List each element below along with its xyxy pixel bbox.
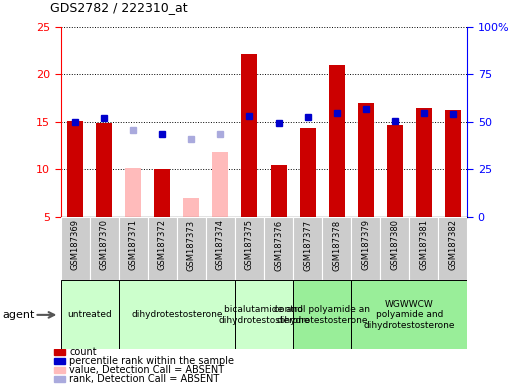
- Bar: [270, 165, 287, 217]
- Bar: [61, 280, 119, 349]
- Bar: [438, 217, 467, 280]
- Bar: [61, 217, 90, 280]
- Text: GSM187370: GSM187370: [100, 220, 109, 270]
- Text: GSM187379: GSM187379: [361, 220, 370, 270]
- Bar: [119, 280, 235, 349]
- Text: GSM187381: GSM187381: [419, 220, 428, 270]
- Text: GSM187375: GSM187375: [245, 220, 254, 270]
- Text: GSM187372: GSM187372: [158, 220, 167, 270]
- Text: GSM187377: GSM187377: [303, 220, 312, 271]
- Bar: [235, 217, 264, 280]
- Bar: [416, 108, 432, 217]
- Bar: [293, 217, 322, 280]
- Bar: [386, 125, 403, 217]
- Text: GSM187376: GSM187376: [274, 220, 283, 271]
- Bar: [96, 123, 112, 217]
- Bar: [445, 109, 461, 217]
- Text: GSM187382: GSM187382: [448, 220, 457, 270]
- Text: WGWWCW
polyamide and
dihydrotestosterone: WGWWCW polyamide and dihydrotestosterone: [363, 300, 455, 330]
- Bar: [67, 121, 83, 217]
- Bar: [206, 217, 235, 280]
- Text: dihydrotestosterone: dihydrotestosterone: [131, 310, 223, 319]
- Bar: [357, 103, 374, 217]
- Bar: [299, 127, 316, 217]
- Text: GSM187373: GSM187373: [187, 220, 196, 271]
- Bar: [183, 198, 200, 217]
- Bar: [264, 217, 293, 280]
- Bar: [212, 152, 229, 217]
- Bar: [235, 280, 293, 349]
- Bar: [154, 169, 171, 217]
- Bar: [54, 367, 65, 373]
- Bar: [90, 217, 119, 280]
- Text: bicalutamide and
dihydrotestosterone: bicalutamide and dihydrotestosterone: [218, 305, 310, 324]
- Bar: [125, 167, 142, 217]
- Text: GSM187380: GSM187380: [390, 220, 399, 270]
- Text: value, Detection Call = ABSENT: value, Detection Call = ABSENT: [69, 365, 224, 375]
- Bar: [241, 55, 258, 217]
- Text: control polyamide an
dihydrotestosterone: control polyamide an dihydrotestosterone: [274, 305, 370, 324]
- Bar: [380, 217, 409, 280]
- Bar: [409, 217, 438, 280]
- Text: rank, Detection Call = ABSENT: rank, Detection Call = ABSENT: [69, 374, 220, 384]
- Text: GDS2782 / 222310_at: GDS2782 / 222310_at: [50, 2, 188, 15]
- Bar: [119, 217, 148, 280]
- Text: agent: agent: [3, 310, 35, 320]
- Text: untreated: untreated: [68, 310, 112, 319]
- Text: GSM187374: GSM187374: [216, 220, 225, 270]
- Text: GSM187369: GSM187369: [71, 220, 80, 270]
- Bar: [148, 217, 177, 280]
- Text: GSM187371: GSM187371: [129, 220, 138, 270]
- Bar: [351, 280, 467, 349]
- Bar: [328, 65, 345, 217]
- Bar: [54, 358, 65, 364]
- Bar: [177, 217, 206, 280]
- Bar: [351, 217, 380, 280]
- Text: percentile rank within the sample: percentile rank within the sample: [69, 356, 234, 366]
- Text: GSM187378: GSM187378: [332, 220, 341, 271]
- Text: count: count: [69, 347, 97, 357]
- Bar: [54, 349, 65, 355]
- Bar: [322, 217, 351, 280]
- Bar: [293, 280, 351, 349]
- Bar: [54, 376, 65, 382]
